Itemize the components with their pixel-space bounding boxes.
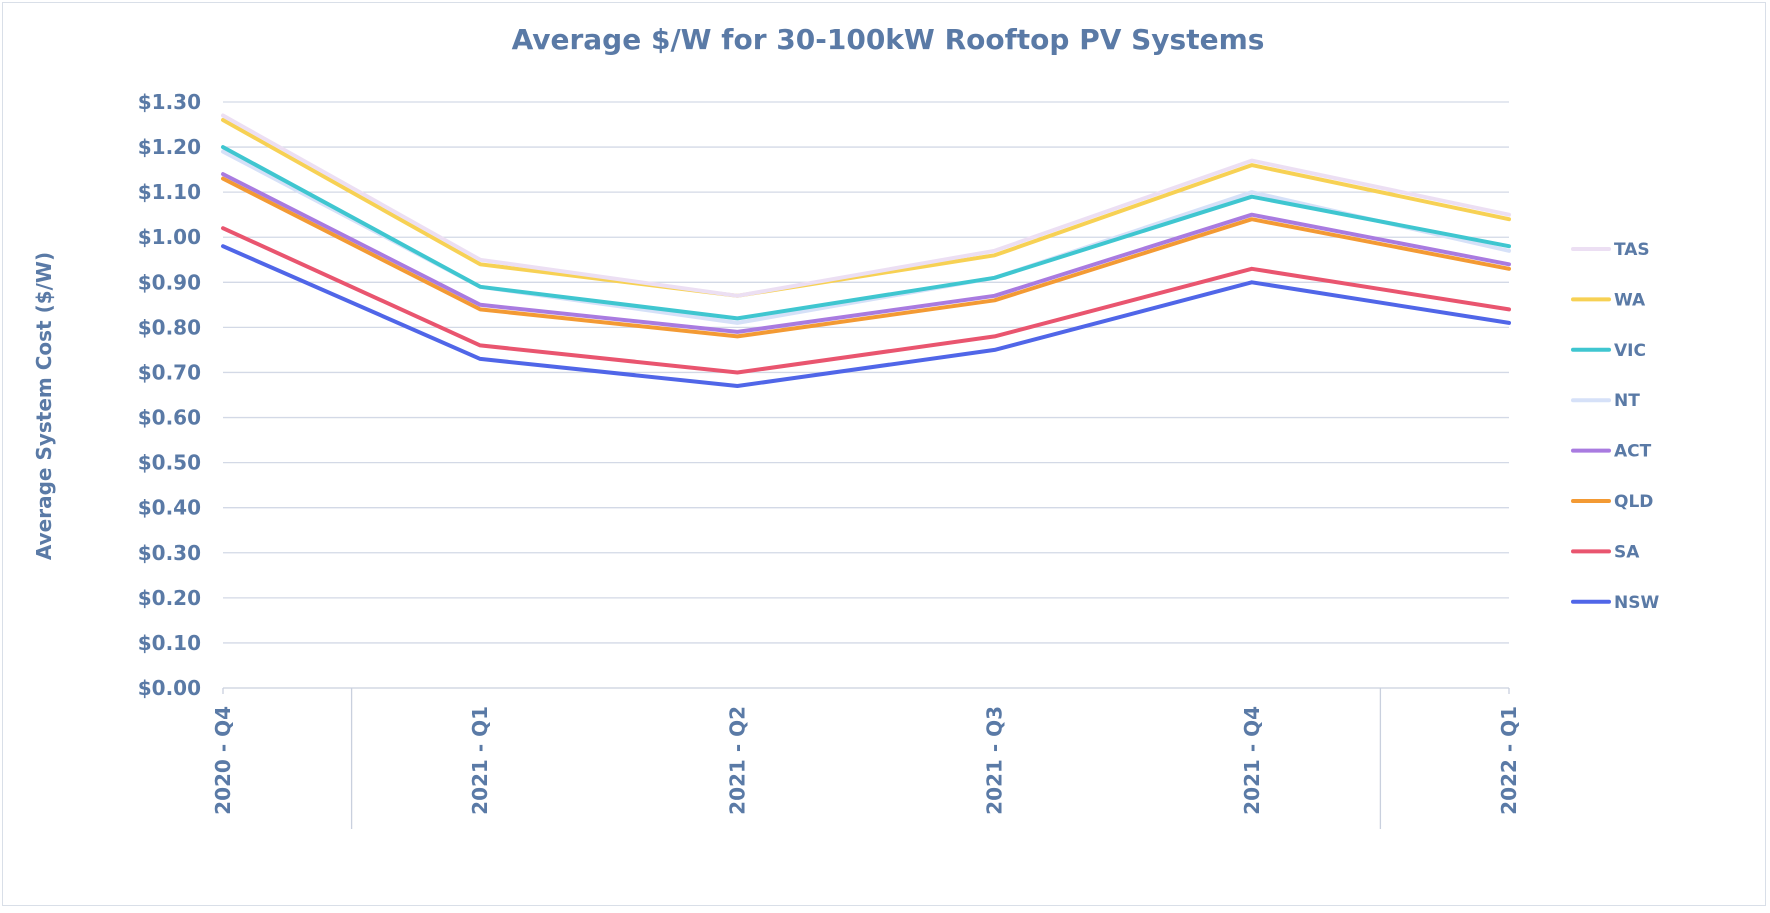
y-tick-label: $1.20 [138, 135, 201, 159]
x-tick-label: 2021 - Q1 [468, 706, 492, 815]
gridlines: $0.00 $0.10 $0.20 $0.30 $0.40 $0.50 $0.60 $0.70… [138, 90, 1509, 700]
series-line-wa [221, 118, 1511, 298]
series-line-sa [221, 226, 1511, 375]
legend: TAS WA VIC NT ACT QLD SA NSW [1571, 240, 1659, 613]
x-axis: 2020 - Q4 2021 - Q1 2021 - Q2 2021 - Q3 2021… [211, 688, 1521, 829]
line-chart: Average $/W for 30-100kW Rooftop PV Syst… [32, 23, 1659, 829]
legend-label-act: ACT [1614, 442, 1652, 462]
legend-label-nsw: NSW [1614, 593, 1659, 613]
x-tick-label: 2021 - Q4 [1240, 706, 1264, 815]
y-tick-label: $0.00 [138, 676, 201, 700]
x-tick-label: 2020 - Q4 [211, 706, 235, 815]
y-tick-label: $0.50 [138, 451, 201, 475]
series-line-nsw [221, 244, 1511, 388]
y-tick-label: $0.10 [138, 631, 201, 655]
series-line-vic [221, 145, 1511, 321]
y-tick-label: $0.90 [138, 270, 201, 294]
x-tick-label: 2022 - Q1 [1497, 706, 1521, 815]
y-tick-label: $0.20 [138, 586, 201, 610]
y-tick-label: $0.60 [138, 406, 201, 430]
y-tick-label: $1.30 [138, 90, 201, 114]
y-tick-label: $0.40 [138, 496, 201, 520]
legend-label-tas: TAS [1614, 240, 1650, 260]
y-tick-label: $0.70 [138, 360, 201, 384]
x-tick-label: 2021 - Q3 [983, 706, 1007, 815]
y-tick-label: $0.30 [138, 541, 201, 565]
y-tick-label: $0.80 [138, 315, 201, 339]
series-line-qld [221, 176, 1511, 339]
y-axis-label: Average System Cost ($/W) [32, 252, 56, 560]
legend-label-qld: QLD [1614, 492, 1653, 512]
legend-label-wa: WA [1614, 290, 1646, 310]
chart-title: Average $/W for 30-100kW Rooftop PV Syst… [512, 23, 1265, 56]
legend-label-sa: SA [1614, 542, 1640, 562]
legend-label-vic: VIC [1614, 341, 1646, 361]
y-tick-label: $1.10 [138, 180, 201, 204]
y-tick-label: $1.00 [138, 225, 201, 249]
series-lines [221, 113, 1511, 388]
x-tick-label: 2021 - Q2 [725, 706, 749, 815]
legend-label-nt: NT [1614, 391, 1640, 411]
series-line-tas [221, 113, 1511, 298]
series-line-act [221, 172, 1511, 334]
